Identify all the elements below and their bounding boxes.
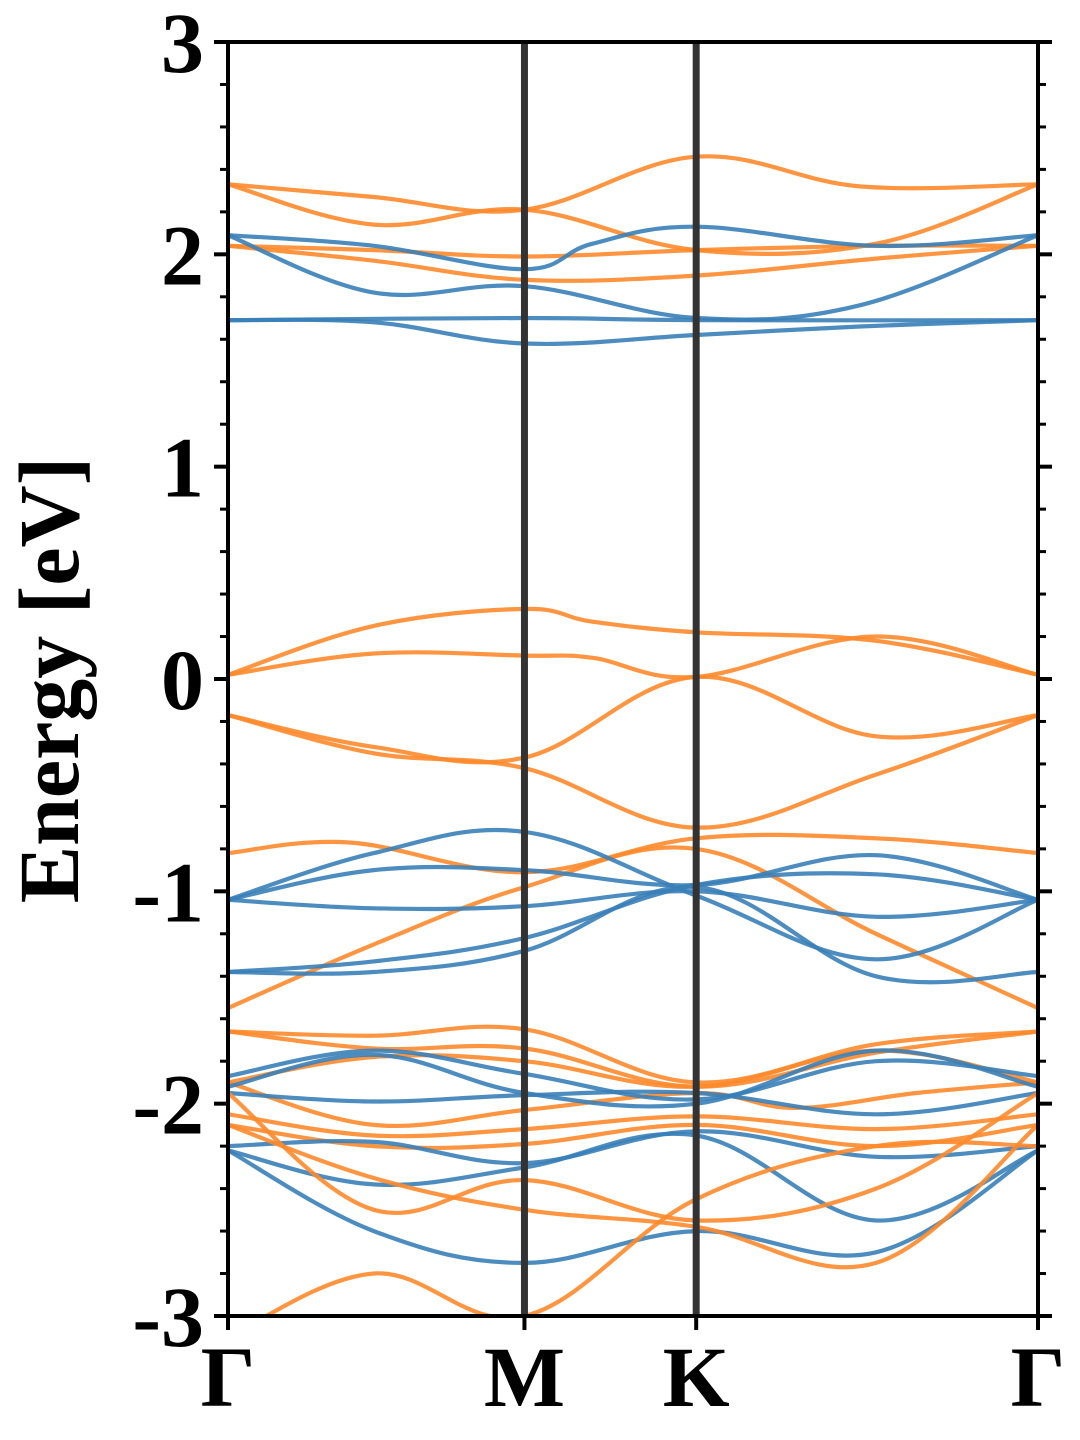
spin-up-band-30 [228,1148,1038,1266]
spin-down-band-10 [228,674,1038,765]
y-tick-label: 1 [161,420,204,516]
spin-down-band-19 [228,1024,1038,1085]
spin-up-band-28 [228,1129,1038,1166]
spin-down-band-33 [262,1139,1038,1316]
spin-up-band-5 [228,233,1038,322]
x-tick-label-Γ: Γ [1011,1329,1066,1425]
y-ticks: -3 -2 -1 0 1 2 3 [132,0,1052,1365]
y-tick-label: 2 [161,207,204,303]
y-tick-label: -2 [132,1057,204,1153]
spin-up-band-26 [228,1048,1038,1109]
spin-down-band-13 [228,845,1038,1011]
spin-up-band-6 [228,315,1038,323]
y-tick-label: 0 [161,632,204,728]
spin-down-band-31 [228,1090,1038,1223]
spin-down-band-3 [228,243,1038,283]
x-tick-label-M: M [484,1329,565,1425]
x-tick-label-K: K [663,1329,730,1425]
x-tick-label-Γ: Γ [201,1329,256,1425]
spin-down-band-8 [228,606,1038,677]
spin-up-band-14 [228,827,1038,962]
y-tick-label: 3 [161,0,204,91]
high-symmetry-lines [520,42,700,1316]
y-tick-label: -3 [132,1269,204,1365]
spin-down-band-11 [228,713,1038,830]
spin-down-band-1 [228,182,1038,256]
bands-group [228,154,1038,1316]
spin-up-band-17 [228,871,1038,975]
spin-up-band-4 [228,224,1038,272]
spin-down-band-9 [228,634,1038,680]
spin-up-band-15 [228,853,1038,902]
spin-down-band-23 [228,1112,1038,1139]
spin-down-band-32 [228,1122,1038,1270]
spin-down-band-0 [228,154,1038,214]
y-axis-label: Energy [eV] [1,457,97,904]
spin-up-band-7 [228,317,1038,347]
spin-up-band-16 [228,889,1038,919]
y-tick-label: -1 [132,844,204,940]
spin-up-band-18 [228,884,1038,985]
spin-up-band-29 [228,1131,1038,1223]
spin-up-band-27 [228,1089,1038,1117]
